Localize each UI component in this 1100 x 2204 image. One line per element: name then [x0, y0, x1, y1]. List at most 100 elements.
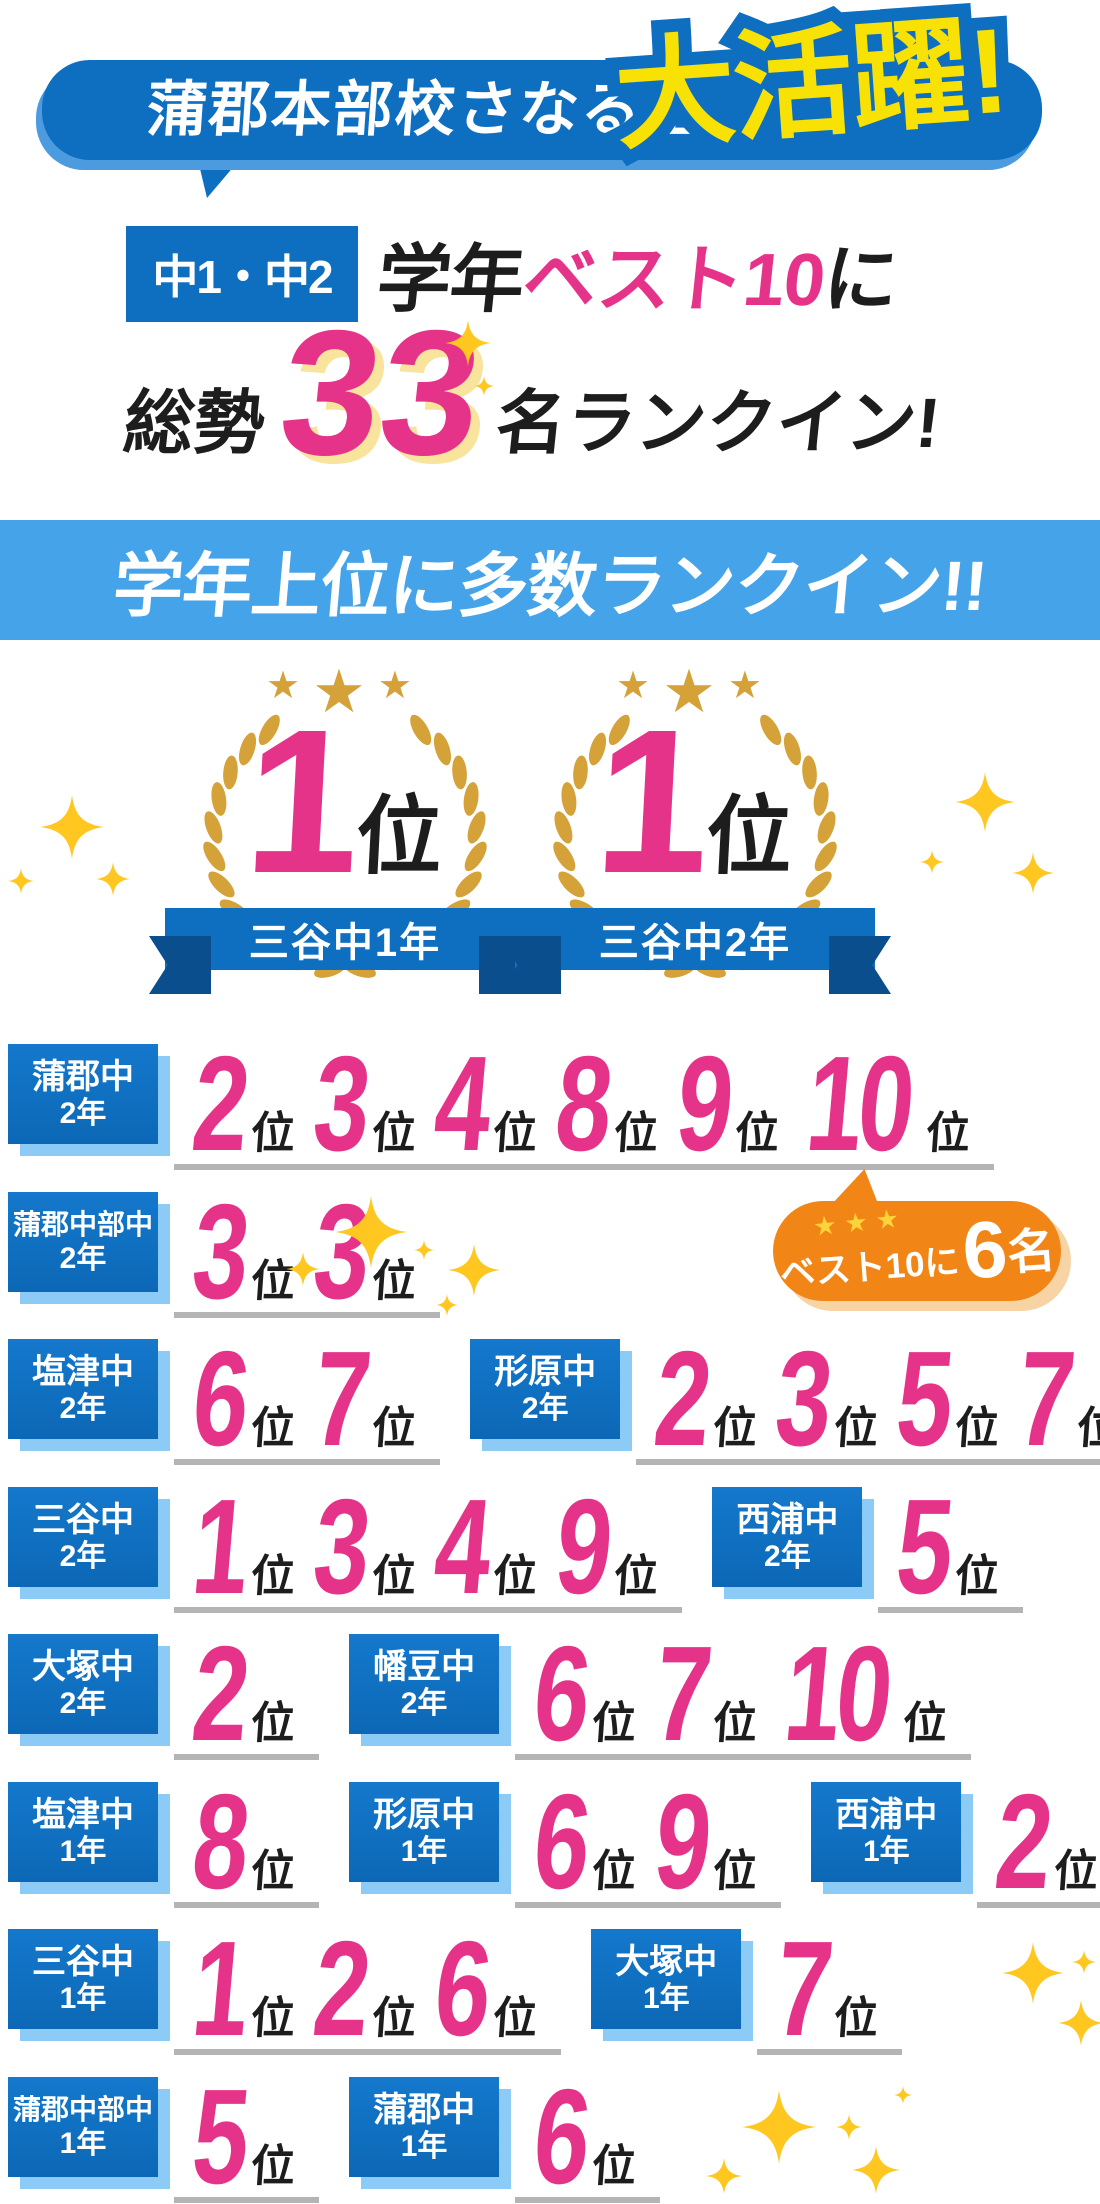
- header-highlight-text: 大活躍! 大活躍!: [598, 0, 1024, 178]
- school-name: 三谷中: [32, 1942, 134, 1981]
- badge-ribbon: 三谷中2年: [515, 908, 875, 970]
- rank-suffix: 位: [711, 1847, 760, 1896]
- sparkle-icon: [1002, 1942, 1064, 2004]
- rank-number: 2: [990, 1765, 1055, 1917]
- badge-school-label: 三谷中2年: [598, 921, 792, 965]
- school-name: 蒲郡中部中: [12, 2094, 153, 2126]
- school-badge: 蒲郡中 1年: [349, 2077, 500, 2177]
- sparkle-icon: [1012, 852, 1054, 894]
- rank-suffix: 位: [370, 1552, 418, 1601]
- rank-suffix: 位: [370, 1404, 418, 1453]
- school-grade: 1年: [59, 1835, 107, 1869]
- school-grade: 2年: [59, 1687, 107, 1721]
- school-grade: 2年: [521, 1392, 569, 1426]
- rank-number: 3: [770, 1322, 835, 1474]
- rank-suffix: 位: [953, 1552, 1002, 1601]
- rank-item: 10 位: [763, 1618, 949, 1769]
- rank-suffix: 位: [590, 1699, 638, 1748]
- rank-suffix: 位: [612, 1109, 661, 1158]
- header-highlight-fill: 大活躍!: [610, 3, 1012, 165]
- rank-number: 9: [649, 1765, 714, 1917]
- rank-number: 1: [186, 1470, 252, 1622]
- sparkle-icon: [96, 862, 130, 896]
- highlight-band-text: 学年上位に多数ランクイン!!: [109, 546, 990, 625]
- rank-suffix: 位: [249, 1109, 297, 1158]
- subtitle-line: 中1・中2 学年ベスト10に: [126, 220, 902, 327]
- rank-number: 7: [770, 1912, 835, 2064]
- total-post: 名ランクイン!: [492, 384, 944, 462]
- total-line: 総勢 33 名ランクイン!: [120, 293, 944, 492]
- callout-label: ベスト10に: [778, 1242, 961, 1294]
- school-name: 塩津中: [32, 1352, 134, 1391]
- sparkle-icon: [1072, 1950, 1096, 1974]
- school-grade: 2年: [764, 1540, 811, 1574]
- rank-number: 4: [429, 1027, 494, 1179]
- rank-suffix: 位: [1052, 1847, 1100, 1896]
- rank-number: 7: [649, 1617, 714, 1769]
- school-grade: 1年: [642, 1982, 690, 2016]
- school-name: 塩津中: [32, 1795, 134, 1834]
- rank-number: 2: [186, 1027, 252, 1179]
- school-badge: 塩津中 2年: [8, 1339, 158, 1439]
- rank-number: 6: [528, 1617, 593, 1769]
- award-stars-icon: ★★★: [266, 658, 424, 725]
- badge-school-label: 三谷中1年: [248, 921, 442, 965]
- school-badge: 三谷中 1年: [8, 1929, 158, 2029]
- rank-suffix: 位: [249, 1404, 297, 1453]
- sparkle-icon: [448, 1244, 500, 1296]
- rank-number: 10: [801, 1027, 917, 1179]
- rank-suffix: 位: [923, 1109, 972, 1158]
- rank-number: 4: [429, 1470, 494, 1622]
- school-badge: 大塚中 2年: [8, 1634, 158, 1734]
- sparkle-icon: [8, 868, 34, 894]
- sparkle-icon: [40, 795, 104, 859]
- badge-rank-number: 1: [590, 687, 709, 916]
- sparkle-icon: [852, 2146, 900, 2194]
- rank-number: 6: [429, 1912, 494, 2064]
- school-badge: 塩津中 1年: [8, 1782, 158, 1882]
- school-badge: 蒲郡中部中 1年: [8, 2077, 158, 2177]
- rank-number: 8: [550, 1027, 615, 1179]
- rank-suffix: 位: [953, 1404, 1002, 1453]
- rank-number: 2: [186, 1617, 252, 1769]
- rank-suffix: 位: [491, 1552, 540, 1601]
- rank-suffix: 位: [1074, 1404, 1100, 1453]
- rank-number: 2: [308, 1912, 373, 2064]
- sparkle-icon: [706, 2158, 742, 2194]
- school-name: 西浦中: [736, 1500, 839, 1539]
- rank-suffix: 位: [249, 1847, 297, 1896]
- rank-number: 7: [308, 1322, 373, 1474]
- rank-suffix: 位: [491, 1109, 540, 1158]
- rank-number: 9: [550, 1470, 615, 1622]
